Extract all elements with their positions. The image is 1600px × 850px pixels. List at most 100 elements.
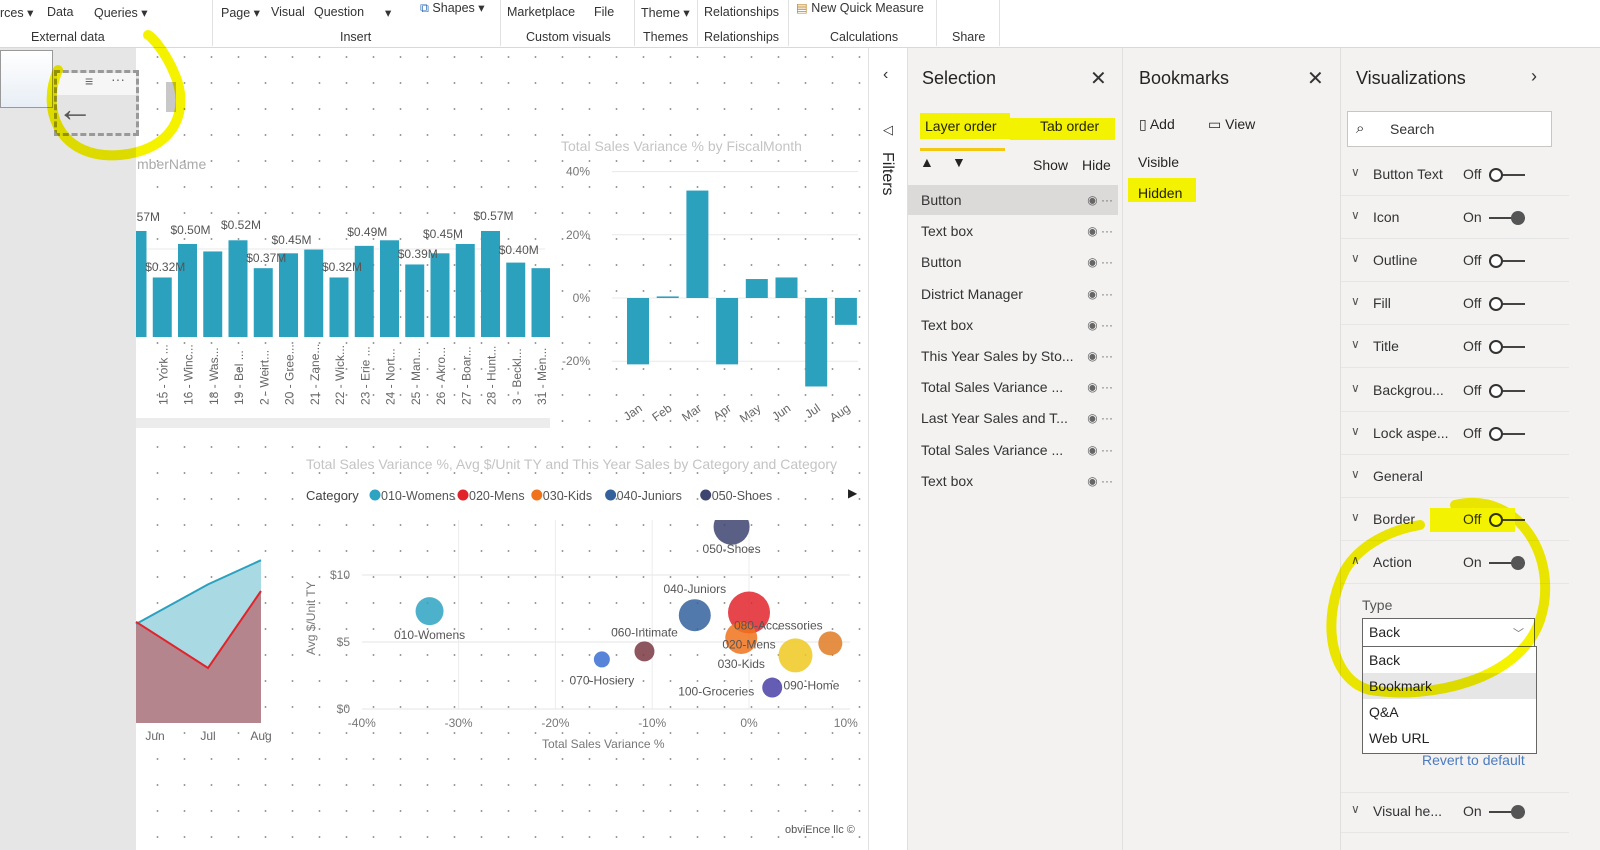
enter-data-button[interactable]: Data xyxy=(47,5,74,19)
format-section-row[interactable]: ∨ Backgrou... Off xyxy=(1341,369,1569,412)
bubble-label: 030-Kids xyxy=(718,657,765,671)
visibility-eye-icon[interactable]: ◉ ··· xyxy=(1087,317,1113,332)
bar xyxy=(506,262,526,337)
legend-label: 050-Shoes xyxy=(712,489,772,503)
get-data-sources-button[interactable]: rces ▾ xyxy=(0,6,34,20)
layer-item[interactable]: Text box ◉ ··· xyxy=(908,216,1118,246)
format-section-row[interactable]: ∧ Action On xyxy=(1341,541,1569,584)
tab-layer-order[interactable]: Layer order xyxy=(925,118,997,134)
format-section-row[interactable]: ∨ General xyxy=(1341,455,1569,498)
section-toggle[interactable] xyxy=(1489,512,1525,527)
type-option[interactable]: Q&A xyxy=(1369,704,1399,720)
add-bookmark-button[interactable]: ▯ Add xyxy=(1139,116,1175,132)
x-tick-label: Aug xyxy=(827,401,853,425)
from-file-button[interactable]: File xyxy=(594,5,615,19)
layer-item[interactable]: Total Sales Variance ... ◉ ··· xyxy=(908,435,1118,465)
visibility-eye-icon[interactable]: ◉ ··· xyxy=(1087,473,1113,488)
switch-theme-button[interactable]: Theme ▾ xyxy=(641,6,690,20)
section-toggle[interactable] xyxy=(1489,383,1525,398)
active-tab-indicator xyxy=(920,148,1005,151)
layer-item[interactable]: This Year Sales by Sto... ◉ ··· xyxy=(908,341,1118,371)
visibility-eye-icon[interactable]: ◉ ··· xyxy=(1087,442,1113,457)
buttons-dropdown[interactable]: ▾ xyxy=(385,6,392,20)
filters-label[interactable]: Filters xyxy=(879,152,896,196)
bookmark-icon: ▯ xyxy=(1139,116,1147,132)
layer-item[interactable]: Button ◉ ··· xyxy=(908,185,1118,215)
new-quick-measure-button[interactable]: ▤ New Quick Measure xyxy=(796,1,924,15)
format-section-row[interactable]: ∨ Lock aspe... Off xyxy=(1341,412,1569,455)
section-toggle[interactable] xyxy=(1489,426,1525,441)
collapse-chevron-icon[interactable]: ‹ xyxy=(883,66,889,83)
bubble xyxy=(713,520,750,545)
format-section-row[interactable]: ∨ Title Off xyxy=(1341,325,1569,369)
visibility-eye-icon[interactable]: ◉ ··· xyxy=(1087,224,1113,239)
section-toggle[interactable] xyxy=(1489,555,1525,570)
visual-header-row[interactable]: ∨ Visual he... On xyxy=(1341,790,1569,833)
move-down-icon[interactable]: ▼ xyxy=(952,154,966,170)
district-bar-chart: $0.57M $0.32M 15 - York ... $0.50M 16 - Winc… xyxy=(136,209,550,405)
type-option[interactable]: Web URL xyxy=(1369,730,1430,746)
close-bookmarks-icon[interactable]: ✕ xyxy=(1307,68,1324,90)
visibility-eye-icon[interactable]: ◉ ··· xyxy=(1087,411,1113,426)
bar xyxy=(455,244,475,337)
filters-pane-collapsed[interactable]: ‹ ◁ Filters xyxy=(868,48,907,850)
visibility-eye-icon[interactable]: ◉ ··· xyxy=(1087,193,1113,207)
ask-question-button[interactable]: Question xyxy=(314,5,365,19)
new-page-button[interactable]: Page ▾ xyxy=(221,6,260,20)
group-share: Share xyxy=(952,30,986,44)
type-option[interactable]: Back xyxy=(1369,652,1401,668)
revert-to-default-link[interactable]: Revert to default xyxy=(1422,752,1525,768)
bar xyxy=(745,279,768,298)
bar xyxy=(805,298,828,387)
section-toggle[interactable] xyxy=(1489,297,1525,312)
shapes-button[interactable]: ⧉ Shapes ▾ xyxy=(420,1,485,15)
layer-item[interactable]: Text box ◉ ··· xyxy=(908,310,1118,340)
type-option[interactable]: Bookmark xyxy=(1363,673,1536,699)
layer-item[interactable]: Total Sales Variance ... ◉ ··· xyxy=(908,372,1118,402)
layer-item[interactable]: Text box ◉ ··· xyxy=(908,466,1118,496)
tab-tab-order[interactable]: Tab order xyxy=(1040,118,1100,134)
edit-queries-button[interactable]: Queries ▾ xyxy=(94,6,148,20)
close-selection-icon[interactable]: ✕ xyxy=(1090,68,1107,90)
section-toggle[interactable] xyxy=(1489,211,1525,226)
legend-next-arrow-icon[interactable]: ▶ xyxy=(848,486,858,500)
new-visual-button[interactable]: Visual xyxy=(271,5,305,19)
category-label: 24 - Nort... xyxy=(384,348,398,405)
format-section-row[interactable]: ∨ Icon On xyxy=(1341,196,1569,240)
bar xyxy=(304,249,324,337)
section-toggle[interactable] xyxy=(1489,254,1525,269)
bubble-label: 080-Accessories xyxy=(734,618,823,632)
bar xyxy=(329,277,349,337)
from-marketplace-button[interactable]: Marketplace xyxy=(507,5,576,19)
search-input[interactable]: ⌕ Search xyxy=(1347,111,1552,147)
format-section-row[interactable]: ∨ Fill Off xyxy=(1341,282,1569,326)
bar xyxy=(627,298,649,365)
horizontal-scrollbar[interactable] xyxy=(136,418,550,428)
manage-relationships-button[interactable]: Relationships xyxy=(704,5,780,19)
visibility-eye-icon[interactable]: ◉ ··· xyxy=(1087,255,1113,270)
bookmark-visible[interactable]: Visible xyxy=(1138,154,1179,170)
visibility-eye-icon[interactable]: ◉ ··· xyxy=(1087,349,1113,363)
series-line xyxy=(135,590,262,670)
visibility-eye-icon[interactable]: ◉ ··· xyxy=(1087,380,1113,395)
chevron-down-icon: ∨ xyxy=(1351,802,1360,816)
visibility-eye-icon[interactable]: ◉ ··· xyxy=(1087,286,1113,301)
bookmark-hidden[interactable]: Hidden xyxy=(1138,185,1183,201)
layer-item[interactable]: District Manager ◉ ··· xyxy=(908,279,1118,309)
section-toggle[interactable] xyxy=(1489,340,1525,355)
bubble xyxy=(762,677,783,698)
layer-item[interactable]: Last Year Sales and T... ◉ ··· xyxy=(908,403,1118,433)
chevron-down-icon: ∨ xyxy=(1351,509,1360,524)
view-bookmarks-button[interactable]: ▭ View xyxy=(1208,116,1256,132)
type-select[interactable]: Back ﹀ xyxy=(1362,618,1535,647)
section-toggle[interactable] xyxy=(1489,168,1525,182)
type-dropdown-list: Back Bookmark Q&A Web URL xyxy=(1362,646,1537,754)
category-label: 27 - Boar... xyxy=(459,346,473,405)
visual-header-toggle[interactable] xyxy=(1489,805,1525,819)
move-up-icon[interactable]: ▲ xyxy=(920,154,934,170)
format-section-row[interactable]: ∨ Outline Off xyxy=(1341,239,1569,283)
format-section-row[interactable]: ∨ Border Off xyxy=(1341,498,1569,541)
format-section-row[interactable]: ∨ Button Text Off xyxy=(1341,153,1569,196)
expand-chevron-icon[interactable]: › xyxy=(1531,66,1537,86)
layer-item[interactable]: Button ◉ ··· xyxy=(908,247,1118,277)
